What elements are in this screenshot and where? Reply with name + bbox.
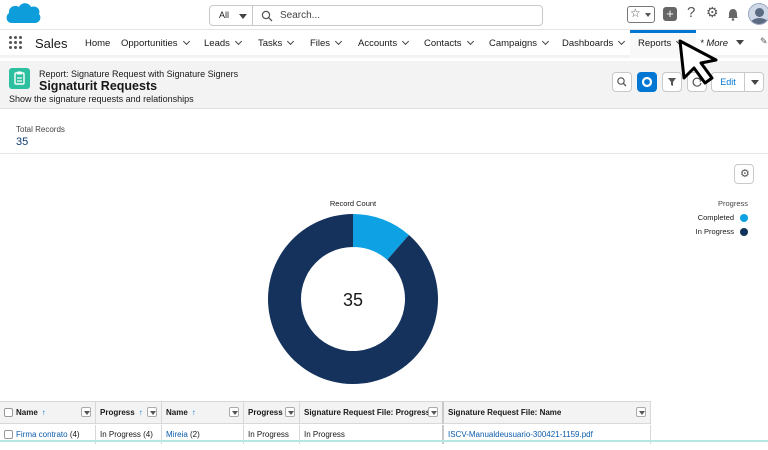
chevron-down-icon[interactable] (466, 37, 474, 46)
total-records-value: 35 (16, 136, 29, 148)
donut-slice-in-progress[interactable] (268, 214, 438, 384)
chevron-down-icon[interactable] (618, 37, 626, 46)
column-header-file-progress[interactable]: Signature Request File: Progress (300, 402, 444, 424)
gear-icon: ⚙ (740, 168, 750, 180)
nav-item-contacts[interactable]: Contacts (424, 37, 474, 49)
chevron-down-icon[interactable] (335, 37, 343, 46)
nav-item-reports[interactable]: Reports (638, 37, 684, 49)
nav-item-campaigns[interactable]: Campaigns (489, 37, 550, 49)
column-menu-button[interactable] (428, 407, 438, 417)
table-cell-file-name[interactable]: ISCV-Manualdeusuario-300421-1159.pdf (444, 425, 651, 444)
star-icon: ☆ (630, 6, 641, 20)
nav-item-files[interactable]: Files (310, 37, 343, 49)
sort-ascending-icon[interactable]: ↑ (138, 408, 143, 417)
edit-menu-button[interactable] (744, 72, 764, 92)
report-table: Name ↑ Progress ↑ Name ↑ Progress Signature… (0, 401, 651, 450)
table-cell-file-progress: In Progress (300, 425, 444, 444)
search-scope-select[interactable]: All (210, 6, 253, 25)
search-input[interactable] (280, 8, 530, 23)
column-menu-button[interactable] (229, 407, 239, 417)
report-chart: ⚙ Record Count 35 Progress Completed In … (0, 155, 768, 400)
nav-item-home[interactable]: Home (85, 38, 111, 49)
filter-button[interactable] (662, 72, 682, 92)
select-all-checkbox[interactable] (4, 408, 13, 417)
column-header-file-name[interactable]: Signature Request File: Name (444, 402, 651, 424)
sort-ascending-icon[interactable]: ↑ (191, 408, 196, 417)
donut-chart: 35 (268, 214, 438, 384)
table-cell-progress: In Progress (4) (96, 425, 162, 444)
donut-slice-completed[interactable] (353, 214, 409, 260)
filter-icon (668, 78, 676, 86)
edit-nav-pencil-icon[interactable]: ✎ (760, 36, 768, 46)
legend-swatch-completed (740, 214, 748, 222)
page-title: Signaturit Requests (39, 79, 158, 93)
salesforce-logo-icon[interactable] (4, 1, 42, 28)
column-header-progress-2[interactable]: Progress (244, 402, 300, 424)
search-icon (617, 77, 627, 87)
legend-swatch-in-progress (740, 228, 748, 236)
donut-center-label: 35 (343, 290, 363, 310)
legend-item-in-progress[interactable]: In Progress (600, 227, 748, 239)
search-scope-label: All (219, 10, 230, 20)
app-launcher-icon[interactable] (9, 36, 23, 50)
table-cell-name[interactable]: Firma contrato (4) (12, 425, 96, 444)
report-icon (9, 68, 30, 89)
nav-item-leads[interactable]: Leads (204, 37, 242, 49)
chevron-down-icon (645, 13, 651, 17)
nav-item-tasks[interactable]: Tasks (258, 37, 295, 49)
notifications-bell-icon[interactable] (727, 8, 739, 21)
chart-toggle-button[interactable] (637, 72, 657, 92)
table-cell-progress-2: In Progress (244, 425, 300, 444)
legend-item-completed[interactable]: Completed (600, 213, 748, 225)
column-menu-button[interactable] (81, 407, 91, 417)
nav-item-accounts[interactable]: Accounts (358, 37, 410, 49)
nav-item-more[interactable]: * More (700, 38, 744, 49)
table-cell-name-2[interactable]: Mireia (2) (162, 425, 244, 444)
help-icon[interactable]: ? (687, 4, 696, 21)
search-report-button[interactable] (612, 72, 632, 92)
total-records-summary: Total Records 35 (0, 110, 768, 154)
chevron-down-icon (239, 14, 247, 19)
chart-title: Record Count (329, 199, 377, 208)
column-header-name[interactable]: Name ↑ (0, 402, 96, 424)
chevron-down-icon[interactable] (234, 37, 242, 46)
nav-item-dashboards[interactable]: Dashboards (562, 37, 626, 49)
chevron-down-icon[interactable] (542, 37, 550, 46)
column-header-progress[interactable]: Progress ↑ (96, 402, 162, 424)
setup-gear-icon[interactable]: ⚙ (706, 4, 719, 20)
legend-title: Progress (717, 199, 748, 208)
global-header: All ☆ + ? ⚙ (0, 0, 768, 30)
chevron-down-icon[interactable] (287, 37, 295, 46)
chevron-down-icon[interactable] (182, 37, 190, 46)
mouse-cursor-icon (678, 39, 718, 85)
global-search: All (209, 5, 543, 26)
report-header: Report: Signature Request with Signature… (0, 61, 768, 109)
report-description: Show the signature requests and relation… (9, 94, 194, 104)
sort-ascending-icon[interactable]: ↑ (41, 408, 46, 417)
edit-button[interactable]: Edit (711, 72, 744, 92)
nav-item-opportunities[interactable]: Opportunities (121, 37, 190, 49)
donut-chart-icon (641, 76, 653, 88)
page-bottom-border (0, 440, 768, 450)
column-menu-button[interactable] (285, 407, 295, 417)
search-icon (261, 10, 273, 22)
total-records-label: Total Records (16, 125, 65, 134)
favorites-button[interactable]: ☆ (627, 6, 655, 23)
chevron-down-icon[interactable] (402, 37, 410, 46)
chart-settings-button[interactable]: ⚙ (734, 164, 754, 184)
app-name: Sales (35, 36, 68, 51)
column-menu-button[interactable] (636, 407, 646, 417)
user-avatar[interactable] (748, 3, 768, 25)
column-menu-button[interactable] (147, 407, 157, 417)
report-type-label: Report: Signature Request with Signature… (39, 69, 239, 79)
row-checkbox[interactable] (4, 430, 13, 439)
chevron-down-icon[interactable] (735, 40, 744, 45)
add-icon[interactable]: + (663, 7, 677, 21)
column-header-name-2[interactable]: Name ↑ (162, 402, 244, 424)
